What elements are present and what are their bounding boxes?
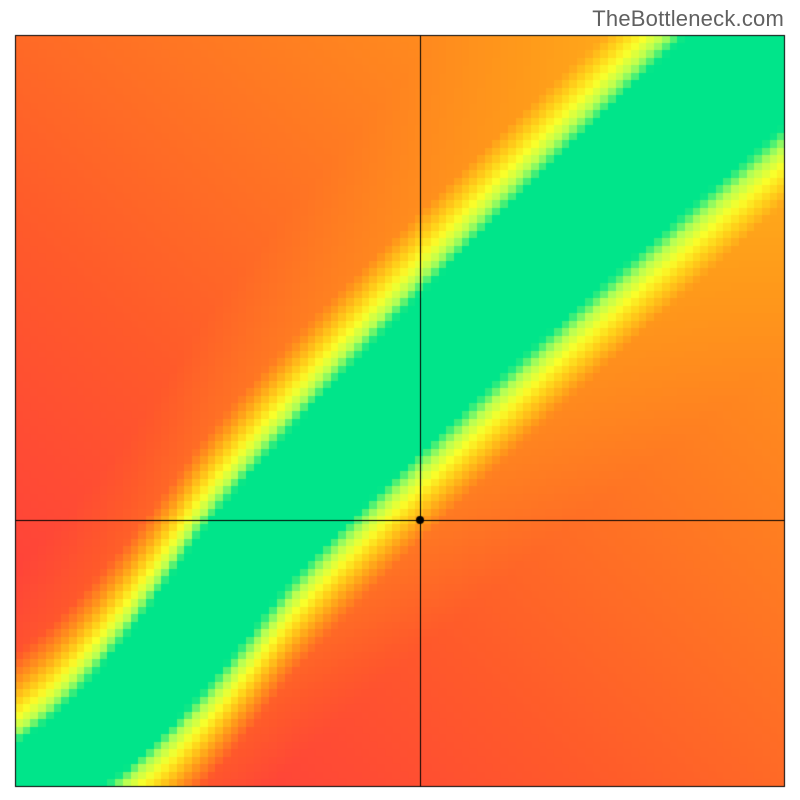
- chart-container: TheBottleneck.com: [0, 0, 800, 800]
- watermark-label: TheBottleneck.com: [592, 6, 784, 32]
- heatmap-canvas: [0, 0, 800, 800]
